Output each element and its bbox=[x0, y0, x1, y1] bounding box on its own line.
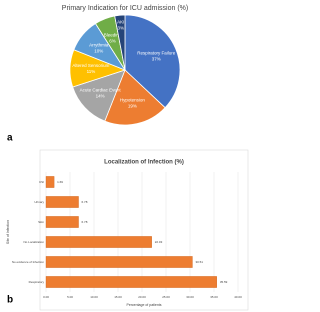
chart-frame bbox=[39, 149, 249, 311]
pie-slice bbox=[114, 14, 126, 71]
chart-title: Primary Indication for ICU admission (%) bbox=[62, 5, 188, 12]
slice-value: 10% bbox=[94, 48, 103, 53]
bar bbox=[45, 196, 79, 208]
x-axis-title: Percentage of patients bbox=[126, 303, 161, 307]
bar bbox=[45, 176, 55, 188]
y-tick-label: CSI bbox=[39, 180, 44, 184]
y-tick-label: No evidence of Infection bbox=[12, 260, 45, 264]
x-tick-label: 5.00 bbox=[67, 295, 73, 299]
x-tick-label: 30.00 bbox=[186, 295, 194, 299]
bar bbox=[45, 256, 193, 268]
slice-value: 37% bbox=[152, 57, 161, 62]
panel-label: a bbox=[7, 133, 13, 144]
slice-label: AKI bbox=[117, 19, 124, 24]
data-label: 6.78 bbox=[82, 200, 88, 204]
data-label: 1.69 bbox=[57, 180, 63, 184]
slice-label: Acute Cardiac Event bbox=[80, 88, 122, 93]
chart-title: Localization of Infection (%) bbox=[104, 160, 184, 166]
x-tick-label: 10.00 bbox=[90, 295, 98, 299]
x-tick-label: 25.00 bbox=[162, 295, 170, 299]
y-axis-title: Site of Infection bbox=[6, 220, 10, 244]
slice-value: 19% bbox=[128, 103, 137, 108]
bar bbox=[45, 236, 152, 248]
slice-label: Arrythmia bbox=[89, 42, 109, 47]
x-tick-label: 20.00 bbox=[138, 295, 146, 299]
slice-value: 6% bbox=[109, 38, 116, 43]
slice-value: 3% bbox=[117, 25, 124, 30]
data-label: 6.78 bbox=[82, 220, 88, 224]
y-tick-label: No Localization bbox=[23, 240, 44, 244]
bar bbox=[45, 216, 79, 228]
slice-label: Altered Sensorium bbox=[72, 63, 109, 68]
slice-label: Bleeding bbox=[104, 32, 122, 37]
data-label: 35.59 bbox=[220, 280, 228, 284]
bar bbox=[45, 276, 217, 288]
figure: Primary Indication for ICU admission (%)… bbox=[5, 4, 249, 311]
y-tick-label: Urinary bbox=[34, 200, 44, 204]
slice-value: 14% bbox=[96, 94, 105, 99]
x-tick-label: 35.00 bbox=[210, 295, 218, 299]
data-label: 22.03 bbox=[155, 240, 163, 244]
panel-label: b bbox=[7, 295, 13, 306]
y-tick-label: Skin bbox=[38, 220, 44, 224]
x-tick-label: 15.00 bbox=[114, 295, 122, 299]
slice-label: Respiratory Failure bbox=[137, 51, 176, 56]
slice-value: 11% bbox=[87, 69, 96, 74]
y-tick-label: Respiratory bbox=[29, 280, 45, 284]
x-tick-label: 0.00 bbox=[43, 295, 49, 299]
x-tick-label: 40.00 bbox=[234, 295, 242, 299]
pie-slice bbox=[124, 14, 181, 109]
slice-label: Hypotension bbox=[120, 97, 146, 102]
data-label: 30.51 bbox=[195, 260, 203, 264]
